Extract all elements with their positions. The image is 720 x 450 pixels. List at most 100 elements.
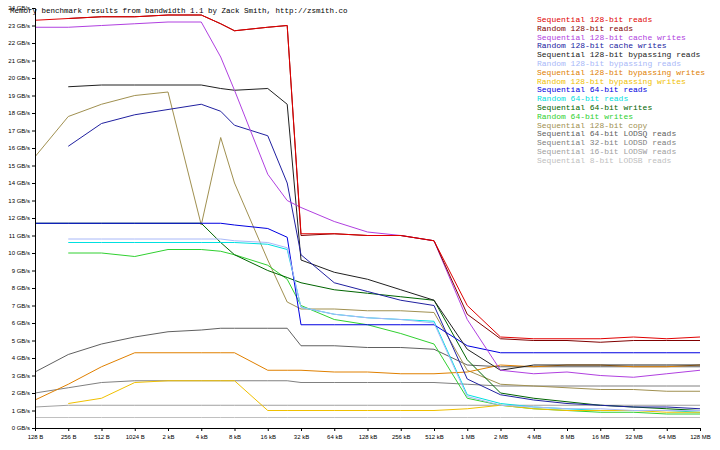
- y-tick-label: 21 GB/s: [8, 58, 30, 64]
- y-tick: 17 GB/s: [8, 128, 35, 134]
- x-tick-mark: [168, 428, 169, 431]
- y-tick: 3 GB/s: [12, 373, 35, 379]
- x-tick: 128 B: [28, 428, 44, 440]
- x-tick: 512 kB: [425, 428, 444, 440]
- x-tick-label: 128 B: [28, 434, 44, 440]
- x-tick-label: 2 kB: [162, 434, 174, 440]
- x-tick-mark: [268, 428, 269, 431]
- series-line: [68, 15, 700, 342]
- x-tick-mark: [102, 428, 103, 431]
- x-tick: 128 kB: [359, 428, 378, 440]
- y-tick-mark: [32, 78, 35, 79]
- x-tick-label: 64 MB: [659, 434, 676, 440]
- x-tick-label: 128 MB: [690, 434, 711, 440]
- legend-entry: Sequential 8-bit LODSB reads: [537, 156, 672, 165]
- y-tick: 5 GB/s: [12, 338, 35, 344]
- x-tick-mark: [700, 428, 701, 431]
- x-tick: 4 MB: [527, 428, 541, 440]
- legend-entry: Sequential 64-bit reads: [537, 85, 648, 94]
- y-tick-label: 2 GB/s: [12, 390, 30, 396]
- y-tick: 24 GB/s: [8, 5, 35, 11]
- legend: Sequential 128-bit readsRandom 128-bit r…: [537, 15, 705, 165]
- y-tick-mark: [32, 148, 35, 149]
- y-tick-mark: [32, 96, 35, 97]
- x-tick: 256 B: [61, 428, 77, 440]
- y-tick-mark: [32, 428, 35, 429]
- x-tick: 256 kB: [392, 428, 411, 440]
- x-tick-mark: [534, 428, 535, 431]
- x-tick: 64 kB: [327, 428, 342, 440]
- y-tick-label: 10 GB/s: [8, 250, 30, 256]
- y-tick-mark: [32, 201, 35, 202]
- y-tick-mark: [32, 43, 35, 44]
- x-tick-label: 512 kB: [425, 434, 444, 440]
- x-tick-mark: [301, 428, 302, 431]
- series-line: [68, 243, 700, 413]
- y-tick-label: 22 GB/s: [8, 40, 30, 46]
- y-tick-mark: [32, 323, 35, 324]
- series-line: [35, 15, 700, 339]
- legend-entry: Random 128-bit bypassing writes: [537, 77, 686, 86]
- x-tick-mark: [600, 428, 601, 431]
- y-tick-mark: [32, 8, 35, 9]
- x-tick: 8 MB: [560, 428, 574, 440]
- y-tick-label: 19 GB/s: [8, 93, 30, 99]
- legend-entry: Sequential 128-bit bypassing writes: [537, 68, 705, 77]
- x-tick-mark: [35, 428, 36, 431]
- legend-entry: Random 128-bit reads: [537, 24, 633, 33]
- y-tick: 19 GB/s: [8, 93, 35, 99]
- x-tick: 512 B: [94, 428, 110, 440]
- series-line: [68, 104, 700, 409]
- y-tick-label: 12 GB/s: [8, 215, 30, 221]
- y-tick: 4 GB/s: [12, 355, 35, 361]
- y-tick-mark: [32, 218, 35, 219]
- y-tick: 6 GB/s: [12, 320, 35, 326]
- x-tick-mark: [434, 428, 435, 431]
- y-tick-mark: [32, 166, 35, 167]
- y-tick: 21 GB/s: [8, 58, 35, 64]
- x-tick-label: 1024 B: [126, 434, 145, 440]
- y-tick: 2 GB/s: [12, 390, 35, 396]
- x-tick-label: 64 kB: [327, 434, 342, 440]
- x-tick-label: 8 kB: [229, 434, 241, 440]
- y-tick-label: 9 GB/s: [12, 268, 30, 274]
- x-tick-mark: [401, 428, 402, 431]
- y-tick: 16 GB/s: [8, 145, 35, 151]
- y-tick-mark: [32, 288, 35, 289]
- y-tick-label: 3 GB/s: [12, 373, 30, 379]
- y-tick-label: 0 GB/s: [12, 425, 30, 431]
- x-tick-label: 1 MB: [461, 434, 475, 440]
- series-line: [68, 250, 700, 415]
- y-tick: 7 GB/s: [12, 303, 35, 309]
- y-tick-mark: [32, 131, 35, 132]
- x-tick-label: 32 kB: [294, 434, 309, 440]
- x-tick-label: 16 kB: [261, 434, 276, 440]
- x-tick-label: 256 B: [61, 434, 77, 440]
- y-tick-mark: [32, 271, 35, 272]
- y-tick-mark: [32, 26, 35, 27]
- x-tick-mark: [235, 428, 236, 431]
- y-tick-label: 1 GB/s: [12, 408, 30, 414]
- x-axis: 128 B256 B512 B1024 B2 kB4 kB8 kB16 kB32…: [28, 428, 711, 440]
- x-tick: 2 MB: [494, 428, 508, 440]
- y-tick-label: 8 GB/s: [12, 285, 30, 291]
- series-line: [68, 239, 700, 411]
- legend-entry: Sequential 32-bit LODSD reads: [537, 138, 676, 147]
- y-tick-label: 14 GB/s: [8, 180, 30, 186]
- x-tick-label: 8 MB: [560, 434, 574, 440]
- y-tick: 23 GB/s: [8, 23, 35, 29]
- x-tick: 2 kB: [162, 428, 174, 440]
- x-tick-mark: [334, 428, 335, 431]
- y-tick: 9 GB/s: [12, 268, 35, 274]
- x-tick-mark: [501, 428, 502, 431]
- legend-entry: Random 128-bit bypassing reads: [537, 59, 681, 68]
- y-tick: 20 GB/s: [8, 75, 35, 81]
- x-tick-label: 16 MB: [592, 434, 609, 440]
- x-tick: 16 MB: [592, 428, 609, 440]
- y-tick: 22 GB/s: [8, 40, 35, 46]
- y-tick-label: 23 GB/s: [8, 23, 30, 29]
- chart-svg: Memory benchmark results from bandwidth …: [0, 0, 720, 450]
- y-tick: 8 GB/s: [12, 285, 35, 291]
- y-tick: 14 GB/s: [8, 180, 35, 186]
- y-tick-mark: [32, 253, 35, 254]
